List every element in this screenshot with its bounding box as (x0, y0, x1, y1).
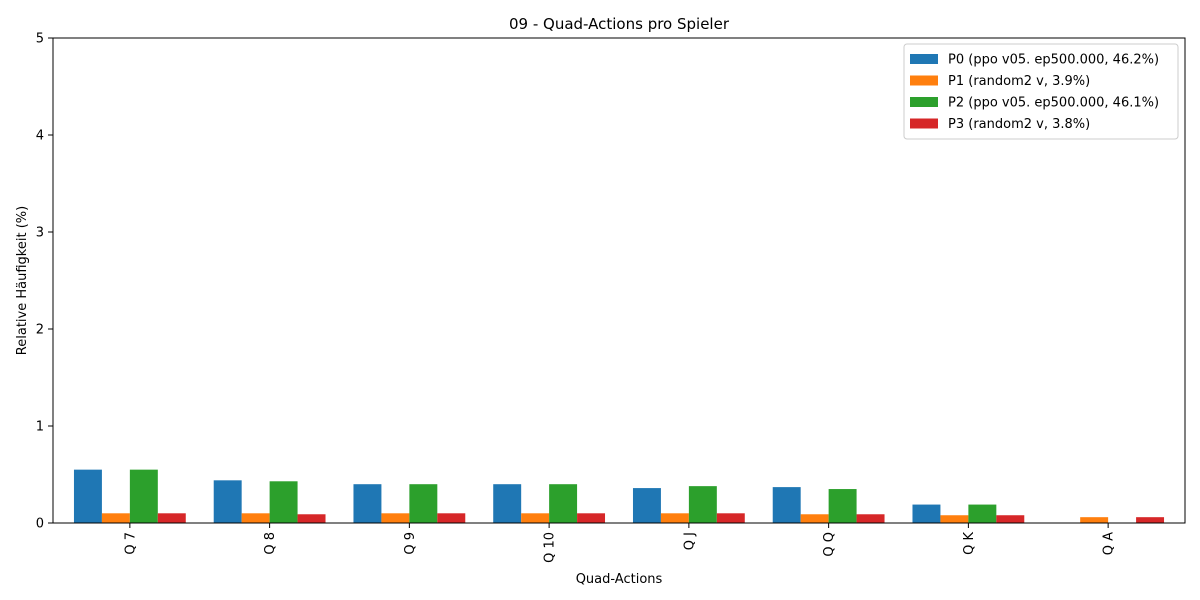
legend-label-p2: P2 (ppo v05. ep500.000, 46.1%) (948, 96, 1159, 111)
bar-p0 (772, 487, 801, 523)
bar-p2 (409, 484, 438, 523)
y-axis: 0 1 2 3 4 5 (36, 32, 53, 532)
bar-p2 (269, 481, 298, 523)
bar-p0 (632, 488, 661, 523)
bar-p0 (73, 469, 102, 523)
bar-p3 (856, 514, 885, 523)
y-tick-label: 3 (36, 226, 44, 241)
bar-p3 (577, 513, 606, 523)
bar-p0 (213, 480, 242, 523)
y-tick-label: 2 (36, 323, 44, 338)
legend-swatch-p1 (910, 75, 938, 86)
legend-swatch-p0 (910, 54, 938, 64)
x-tick-label: Q 9 (403, 532, 418, 555)
y-tick-label: 5 (36, 32, 44, 47)
bar-p3 (716, 513, 745, 523)
bar-p0 (912, 504, 941, 523)
legend-swatch-p3 (910, 118, 938, 129)
y-axis-label: Relative Häufigkeit (%) (15, 206, 30, 355)
bar-p2 (129, 469, 158, 523)
bar-p3 (157, 513, 186, 523)
bar-p2 (828, 489, 857, 523)
x-axis: Q 7 Q 8 Q 9 Q 10 Q J Q Q Q K Q A (123, 523, 1117, 563)
bar-p3 (437, 513, 466, 523)
plot-frame (52, 37, 1186, 524)
bar-p1 (1080, 517, 1109, 523)
bar-p3 (1136, 517, 1165, 523)
bar-p1 (521, 513, 550, 523)
bars-layer (73, 469, 1165, 523)
bar-p2 (968, 504, 997, 523)
bar-p1 (381, 513, 410, 523)
x-tick-label: Q 8 (263, 532, 278, 555)
legend-label-p3: P3 (random2 v, 3.8%) (948, 117, 1090, 132)
legend-swatch-p2 (910, 97, 938, 107)
legend-label-p1: P1 (random2 v, 3.9%) (948, 74, 1090, 89)
x-tick-label: Q Q (822, 532, 837, 557)
bar-p3 (297, 514, 326, 523)
bar-p1 (940, 515, 969, 523)
bar-p3 (996, 515, 1025, 523)
bar-p1 (660, 513, 689, 523)
bar-p0 (493, 484, 522, 523)
x-axis-label: Quad-Actions (576, 572, 663, 587)
y-tick-label: 4 (36, 129, 44, 144)
bar-p1 (101, 513, 130, 523)
x-tick-label: Q K (962, 532, 977, 555)
x-tick-label: Q 7 (123, 532, 138, 555)
y-tick-label: 1 (36, 420, 44, 435)
x-tick-label: Q 10 (543, 532, 558, 563)
chart-title: 09 - Quad-Actions pro Spieler (509, 15, 730, 33)
bar-p1 (800, 514, 829, 523)
x-tick-label: Q A (1102, 532, 1117, 555)
y-tick-label: 0 (36, 517, 44, 532)
legend-label-p0: P0 (ppo v05. ep500.000, 46.2%) (948, 53, 1159, 68)
bar-p2 (688, 486, 717, 523)
legend: P0 (ppo v05. ep500.000, 46.2%) P1 (random… (903, 43, 1179, 140)
legend-box (903, 43, 1179, 140)
bar-p1 (241, 513, 270, 523)
bar-p0 (353, 484, 382, 523)
x-tick-label: Q J (682, 532, 697, 550)
bar-p2 (549, 484, 578, 523)
